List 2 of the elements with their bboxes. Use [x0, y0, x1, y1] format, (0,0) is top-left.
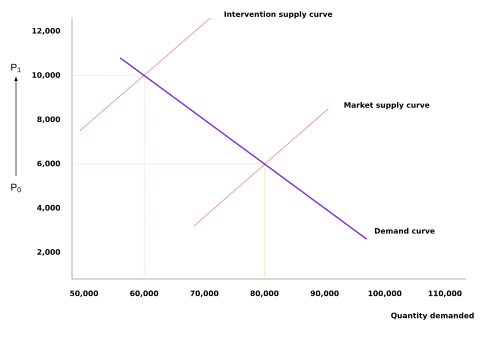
text: P$_{1}$ — [11, 64, 21, 72]
text: P$_{0}$ — [11, 184, 21, 192]
